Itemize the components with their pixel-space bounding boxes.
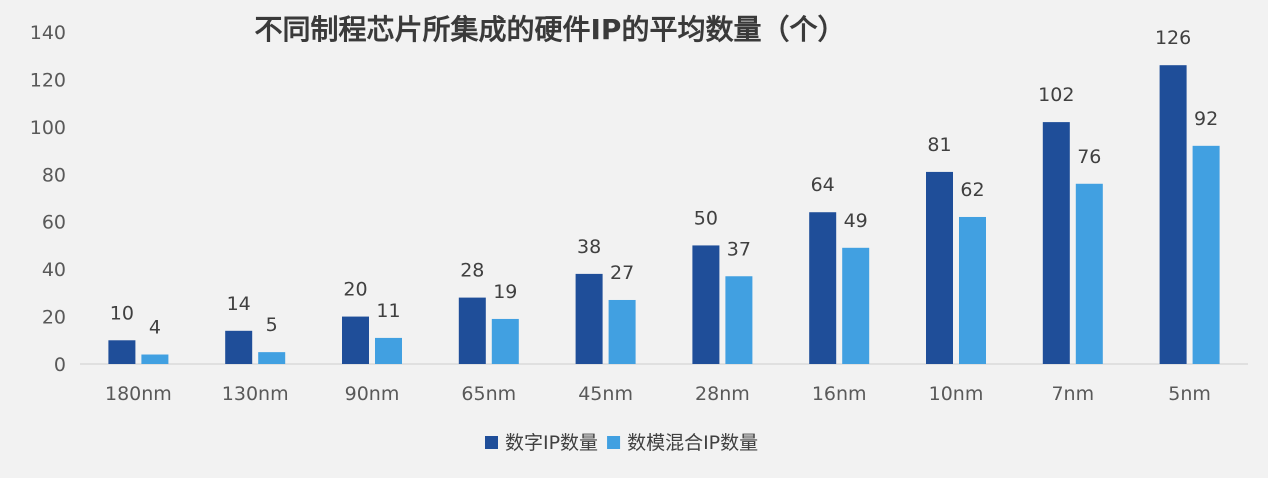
data-label: 102 (1038, 84, 1074, 106)
y-tick-label: 120 (30, 69, 66, 91)
data-label: 28 (460, 260, 484, 282)
bar-series-1 (225, 330, 253, 364)
legend-swatch-series-2 (607, 436, 621, 449)
data-label: 4 (149, 317, 161, 339)
x-tick-label: 130nm (222, 383, 289, 405)
data-label: 81 (927, 134, 951, 156)
x-tick-label: 10nm (929, 383, 984, 405)
x-tick-label: 45nm (578, 383, 633, 405)
y-tick-label: 140 (30, 22, 66, 44)
x-tick-label: 7nm (1051, 383, 1094, 405)
data-label: 64 (811, 174, 835, 196)
y-tick-label: 100 (30, 117, 66, 139)
x-axis: 180nm 130nm 90nm 65nm 45nm 28nm 16nm 10nm 7nm 5nm (105, 383, 1211, 405)
data-label: 76 (1077, 146, 1101, 168)
data-label: 38 (577, 236, 601, 258)
legend-swatch-series-1 (485, 436, 498, 449)
legend-label-series-1: 数字IP数量 (505, 432, 598, 454)
y-tick-label: 0 (54, 354, 66, 376)
data-label: 10 (110, 302, 134, 324)
chart-title: 不同制程芯片所集成的硬件IP的平均数量（个） (255, 13, 846, 46)
data-label: 37 (727, 238, 751, 260)
bar-series-1 (575, 273, 603, 364)
y-axis: 0 20 40 60 80 100 120 140 (30, 22, 66, 376)
x-tick-label: 65nm (461, 383, 516, 405)
bar-series-1 (108, 340, 136, 364)
bar-series-2 (842, 247, 870, 364)
bar-series-2 (141, 354, 169, 364)
bar-series-2 (608, 299, 636, 364)
y-tick-label: 80 (42, 164, 66, 186)
bar-series-1 (342, 316, 369, 364)
bar-series-2 (375, 337, 402, 364)
data-label: 14 (227, 293, 251, 315)
x-tick-label: 90nm (345, 383, 400, 405)
x-tick-label: 16nm (812, 383, 867, 405)
data-label: 126 (1155, 27, 1191, 49)
data-label: 5 (266, 314, 278, 336)
legend-label-series-2: 数模混合IP数量 (627, 432, 758, 454)
y-tick-label: 60 (42, 212, 66, 234)
bars-group (108, 65, 1220, 364)
y-tick-label: 20 (42, 307, 66, 329)
bar-series-2 (491, 318, 519, 364)
y-tick-label: 40 (42, 259, 66, 281)
x-tick-label: 28nm (695, 383, 750, 405)
legend: 数字IP数量 数模混合IP数量 (485, 432, 758, 454)
data-label: 62 (960, 179, 984, 201)
bar-series-2 (258, 352, 286, 364)
data-label: 19 (493, 281, 517, 303)
bar-series-1 (1159, 65, 1187, 364)
bar-series-2 (725, 276, 753, 364)
data-label: 49 (844, 210, 868, 232)
bar-series-1 (458, 297, 486, 364)
bar-series-1 (809, 212, 837, 364)
bar-series-1 (926, 171, 953, 364)
x-tick-label: 5nm (1168, 383, 1211, 405)
x-tick-label: 180nm (105, 383, 172, 405)
data-labels-group: 10 4 14 5 20 11 28 19 38 27 50 37 64 49 81 62 102 76 126 92 (110, 27, 1218, 338)
data-label: 11 (376, 300, 400, 322)
data-label: 50 (694, 207, 718, 229)
data-label: 92 (1194, 108, 1218, 130)
bar-series-2 (1075, 183, 1103, 364)
bar-series-1 (1042, 122, 1070, 364)
bar-series-1 (692, 245, 720, 364)
data-label: 20 (343, 279, 367, 301)
data-label: 27 (610, 262, 634, 284)
bar-series-2 (1192, 145, 1220, 364)
bar-series-2 (959, 216, 986, 364)
